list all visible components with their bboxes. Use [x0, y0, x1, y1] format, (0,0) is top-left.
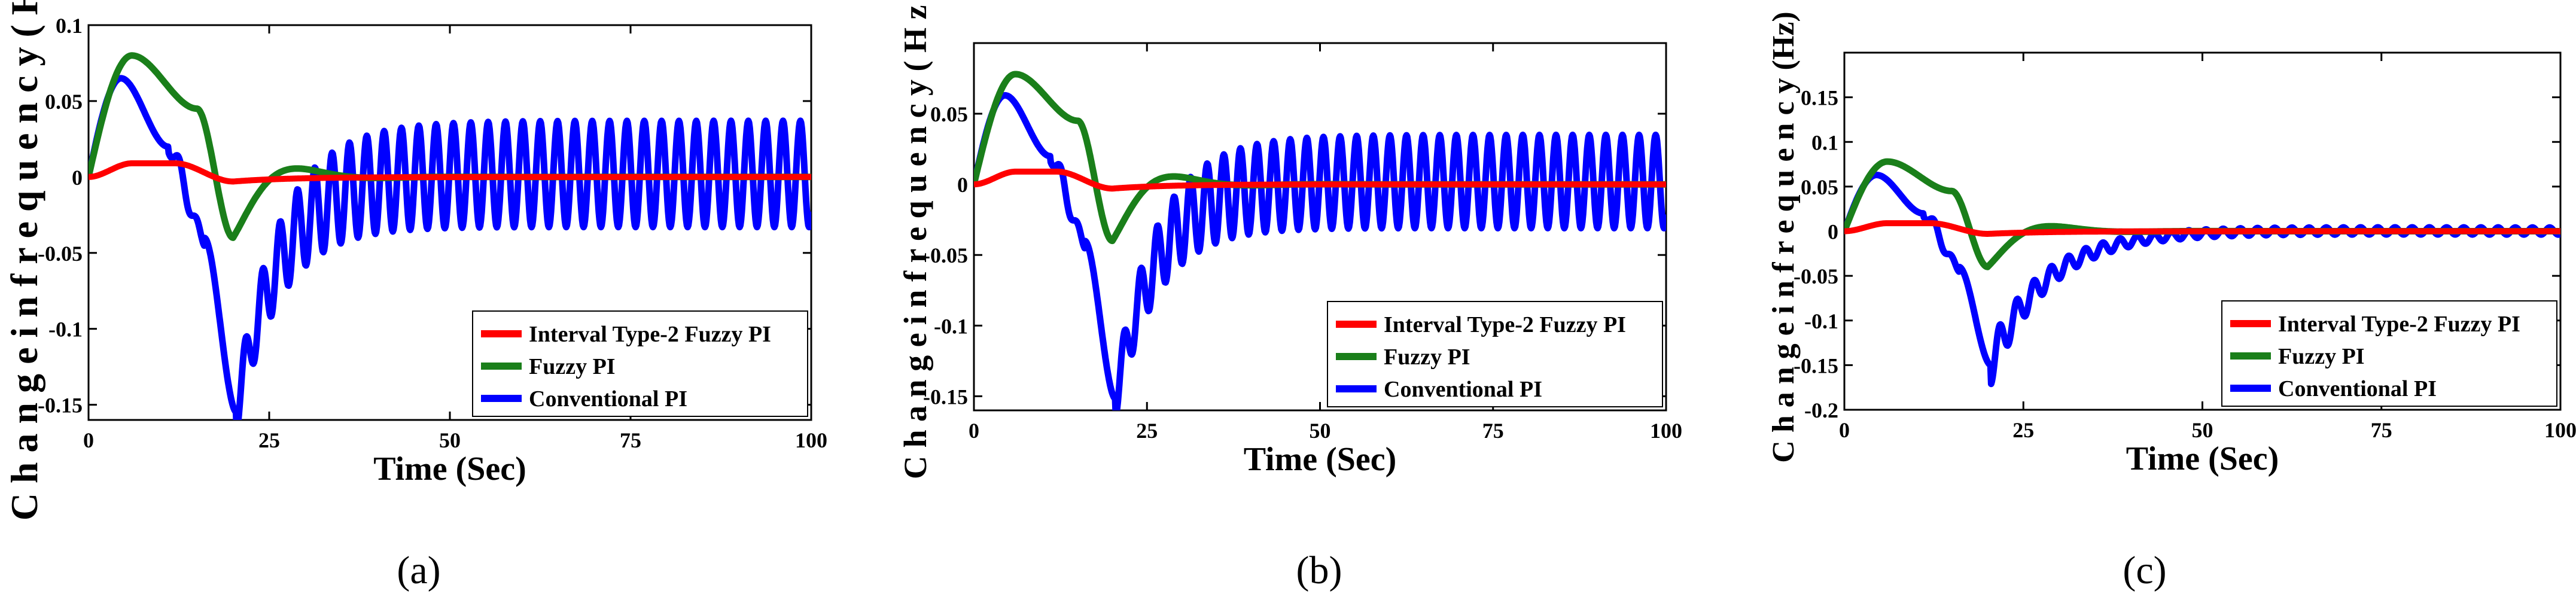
legend-entry: Interval Type-2 Fuzzy PI: [529, 322, 771, 347]
y-tick-label: 0: [1828, 220, 1838, 244]
y-tick-label: -0.1: [1804, 309, 1838, 333]
y-tick-label: -0.05: [38, 242, 83, 266]
x-tick-label: 0: [969, 419, 979, 443]
legend-entry: Fuzzy PI: [1384, 345, 1470, 370]
y-tick-label: -0.15: [1794, 354, 1838, 377]
x-tick-label: 25: [2012, 418, 2034, 442]
legend: Interval Type-2 Fuzzy PI Fuzzy PI Conventi…: [472, 310, 808, 417]
x-tick-label: 25: [258, 428, 280, 452]
line-conventional-pi: [89, 75, 811, 420]
y-tick-label: 0.05: [1801, 175, 1838, 199]
y-tick-label: -0.05: [923, 243, 968, 267]
panel-caption: (a): [397, 549, 440, 592]
y-tick-label: 0: [72, 166, 83, 190]
y-tick-label: 0.1: [56, 14, 83, 38]
panel-caption: (c): [2123, 549, 2166, 592]
x-axis-label: Time (Sec): [2126, 440, 2279, 477]
x-tick-label: 75: [620, 428, 641, 452]
chart-panel-b: 0 25 50 75 100 0.05 0 -0.05 -0.1 -0.15 Time (Sec) C…: [897, 0, 1682, 592]
y-tick-label: -0.2: [1804, 398, 1838, 422]
line-interval-type2-fuzzy-pi: [974, 168, 1666, 192]
chart-panel-c: 0 25 50 75 100 0.15 0.1 0.05 0 -0.05 -0.1 -0.15 -0.2…: [1767, 11, 2576, 592]
y-axis-label: C h a n g e i n f r e q u e n c y (Hz): [1767, 11, 1801, 462]
legend: Interval Type-2 Fuzzy PI Fuzzy PI Conventi…: [1327, 301, 1663, 407]
y-tick-label: 0: [957, 173, 968, 197]
x-tick-label: 25: [1136, 419, 1158, 443]
legend-entry: Interval Type-2 Fuzzy PI: [2278, 312, 2520, 337]
x-tick-label: 0: [1839, 418, 1850, 442]
line-interval-type2-fuzzy-pi: [1844, 220, 2560, 237]
x-tick-label: 100: [1650, 419, 1682, 443]
chart-panel-a: 0 25 50 75 100 0.1 0.05 0 -0.05 -0.1 -0.15 Time (Se…: [3, 0, 827, 592]
x-tick-label: 100: [2544, 418, 2576, 442]
legend-entry: Interval Type-2 Fuzzy PI: [1384, 312, 1626, 337]
x-axis-label: Time (Sec): [373, 450, 526, 488]
y-tick-label: -0.15: [38, 394, 83, 418]
x-tick-label: 50: [2192, 418, 2213, 442]
y-tick-label: 0.1: [1811, 130, 1838, 154]
legend: Interval Type-2 Fuzzy PI Fuzzy PI Conventi…: [2221, 300, 2557, 407]
x-tick-label: 0: [83, 428, 94, 452]
y-axis-label: C h a n g e i n f r e q u e n c y ( H z …: [3, 0, 45, 520]
legend-box: [2221, 300, 2557, 407]
y-tick-label: 0.15: [1801, 86, 1838, 110]
y-tick-label: 0.05: [930, 102, 968, 126]
y-axis-label: C h a n g e i n f r e q u e n c y ( H z …: [897, 0, 933, 479]
y-tick-label: -0.1: [48, 318, 83, 342]
legend-box: [1327, 301, 1663, 407]
legend-entry: Conventional PI: [529, 386, 687, 412]
legend-entry: Fuzzy PI: [529, 354, 616, 379]
legend-entry: Conventional PI: [2278, 376, 2437, 401]
legend-box: [472, 310, 808, 417]
panel-caption: (b): [1296, 549, 1342, 592]
y-tick-label: 0.05: [45, 90, 83, 114]
x-tick-label: 100: [795, 428, 827, 452]
line-interval-type2-fuzzy-pi: [89, 160, 811, 185]
legend-entry: Conventional PI: [1384, 377, 1542, 402]
line-conventional-pi: [974, 92, 1666, 410]
x-tick-label: 75: [1482, 419, 1504, 443]
y-tick-label: -0.05: [1794, 264, 1838, 288]
x-tick-label: 50: [1310, 419, 1331, 443]
x-axis-label: Time (Sec): [1244, 441, 1397, 478]
x-tick-label: 50: [439, 428, 461, 452]
x-tick-label: 75: [2371, 418, 2392, 442]
y-tick-label: -0.1: [934, 314, 968, 338]
legend-entry: Fuzzy PI: [2278, 344, 2365, 369]
y-tick-label: -0.15: [923, 385, 968, 409]
